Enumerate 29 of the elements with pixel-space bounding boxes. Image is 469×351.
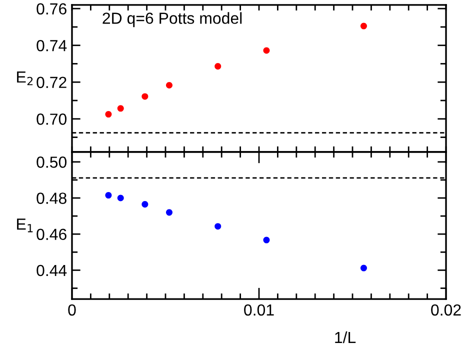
- y-axis-title: E$_{1}$: [17, 218, 33, 232]
- point: [360, 264, 367, 272]
- x-axis-title: 1/L: [335, 331, 356, 344]
- point: [105, 111, 112, 118]
- x-tick-label: 0.02: [431, 304, 461, 316]
- y-tick-label: 0.48: [36, 192, 66, 204]
- point: [166, 82, 172, 89]
- point: [214, 223, 222, 230]
- y-tick-label: 0.46: [36, 228, 66, 240]
- y-tick-label: 0.70: [36, 114, 67, 125]
- point: [117, 105, 124, 112]
- x-tick-label: 0.01: [244, 304, 274, 316]
- point: [166, 209, 172, 216]
- y-axis-title: E$_{2}$: [17, 72, 33, 86]
- y-tick-label: 0.76: [36, 3, 66, 15]
- point: [263, 47, 270, 54]
- y-tick-label: 0.74: [36, 40, 67, 52]
- y-tick-label: 0.44: [36, 264, 67, 276]
- x-tick-label: 0: [68, 304, 76, 316]
- point: [263, 236, 270, 244]
- point: [105, 192, 112, 199]
- point: [142, 201, 148, 208]
- annotation: 2D q=6 Potts model: [102, 12, 242, 28]
- point: [117, 194, 124, 202]
- y-tick-label: 0.50: [36, 156, 67, 168]
- point: [142, 93, 148, 100]
- point: [360, 22, 367, 30]
- y-tick-label: 0.72: [36, 76, 66, 88]
- point: [214, 63, 222, 70]
